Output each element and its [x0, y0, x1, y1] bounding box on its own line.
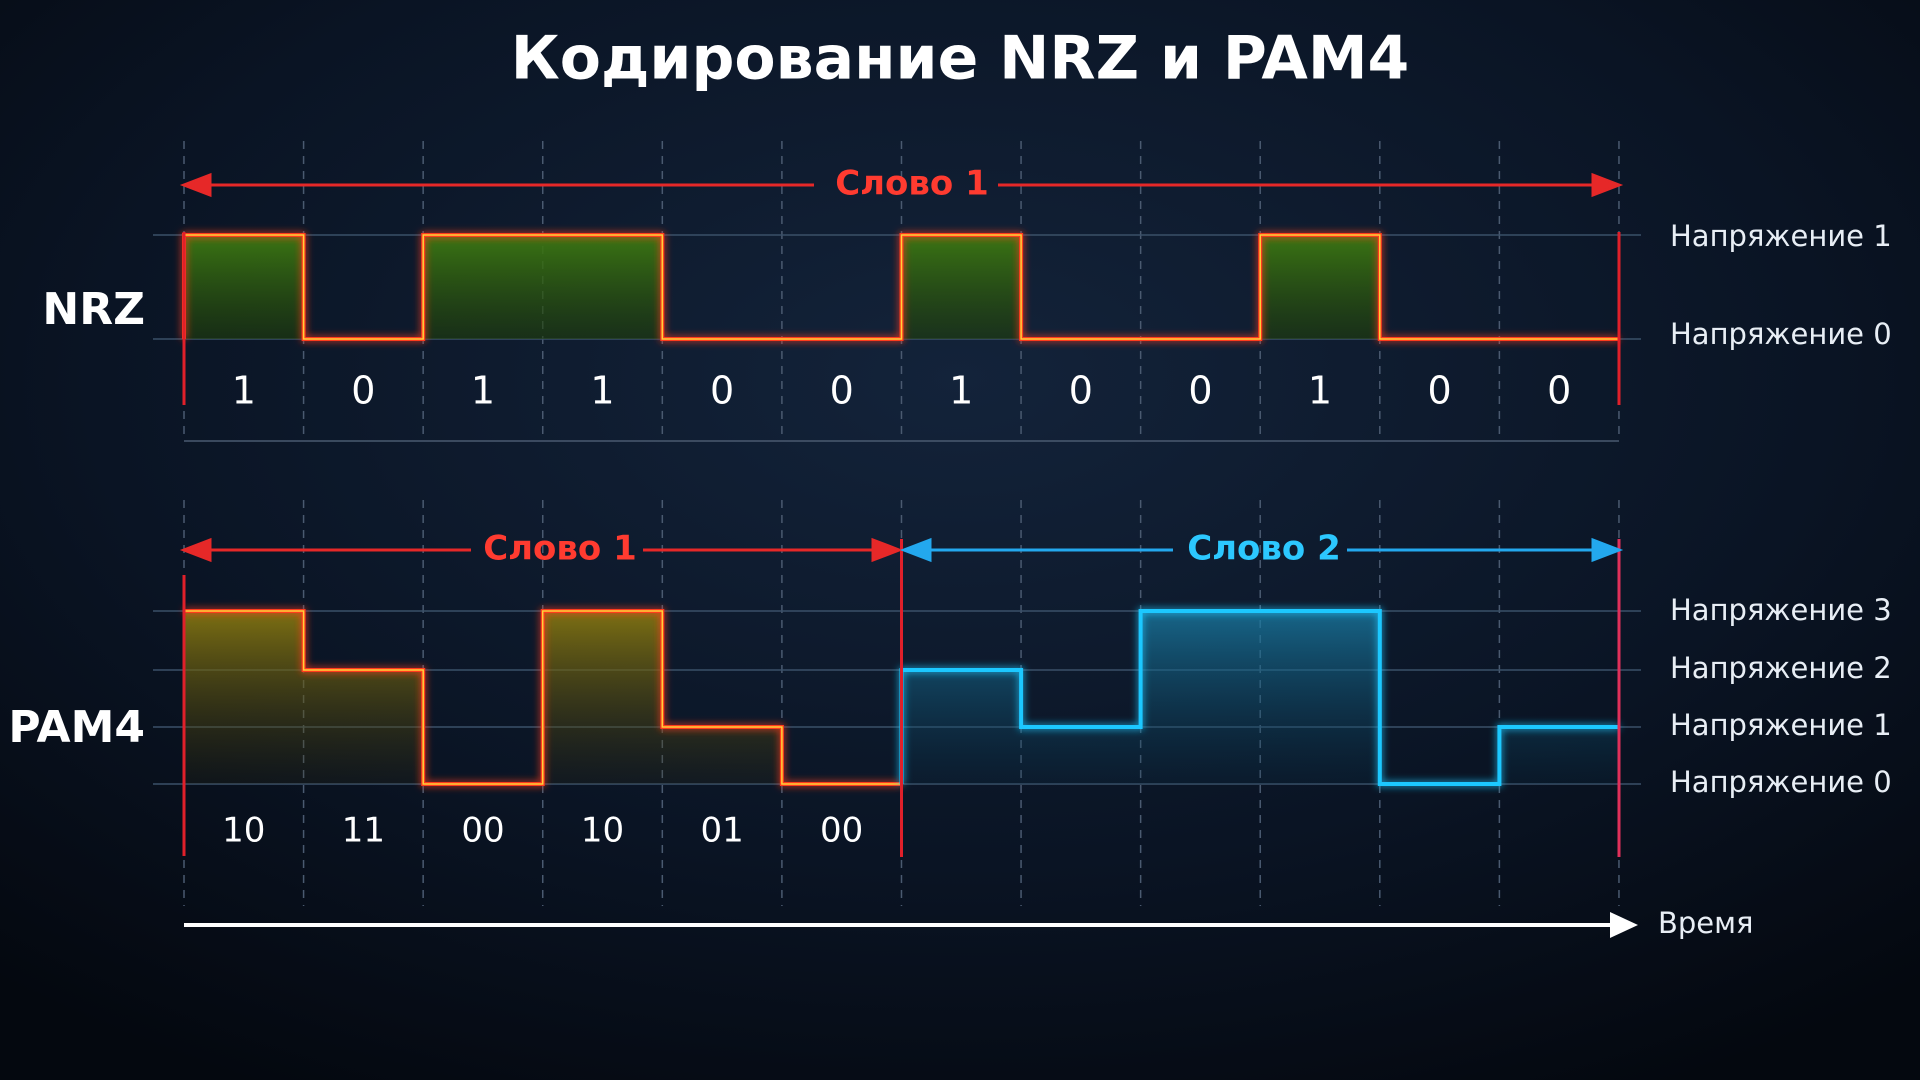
bit-label: 1	[590, 369, 614, 413]
bit-label: 1	[949, 369, 973, 413]
bit-label: 0	[351, 369, 375, 413]
symbol-label: 00	[461, 811, 504, 851]
bit-label: 0	[1547, 369, 1571, 413]
nrz-waveform-core	[183, 234, 1619, 340]
symbols: 10 11 00 10 01 00	[222, 811, 863, 851]
time-axis: Время	[184, 906, 1753, 940]
level-label: Напряжение 1	[1670, 219, 1892, 253]
nrz-section: Слово 1 NRZ Напряжение 1 Напряжение 0 1 0…	[42, 164, 1892, 442]
bit-label: 0	[1188, 369, 1212, 413]
bits: 1 0 1 1 0 0 1 0 0 1 0 0	[232, 369, 1572, 413]
word-arrow	[899, 537, 1624, 563]
pam4-waveform-word1-core	[184, 610, 902, 785]
word2-fill	[901, 611, 1619, 784]
symbol-label: 01	[700, 811, 743, 851]
word-arrow	[179, 537, 904, 563]
bit-label: 0	[1069, 369, 1093, 413]
word-arrow	[179, 172, 1624, 198]
level-label: Напряжение 0	[1670, 317, 1892, 351]
bit-label: 0	[1427, 369, 1451, 413]
bit-label: 1	[471, 369, 495, 413]
time-label: Время	[1658, 906, 1753, 940]
word-label: Слово 2	[1187, 529, 1341, 569]
row-label: NRZ	[42, 284, 145, 335]
symbol-label: 10	[222, 811, 265, 851]
level-label: Напряжение 3	[1670, 593, 1892, 627]
title: Кодирование NRZ и PAM4	[511, 24, 1410, 94]
level-label: Напряжение 0	[1670, 765, 1892, 799]
level-label: Напряжение 2	[1670, 651, 1892, 685]
word-label: Слово 1	[835, 164, 989, 204]
symbol-label: 10	[581, 811, 624, 851]
pam4-section: Слово 1 Слово 2 PAM4 Напряжение 3 Напряж…	[8, 529, 1892, 857]
symbol-label: 00	[820, 811, 863, 851]
level-label: Напряжение 1	[1670, 708, 1892, 742]
pam4-waveform-word2	[899, 609, 1619, 786]
bit-label: 1	[1308, 369, 1332, 413]
symbol-label: 11	[342, 811, 385, 851]
time-arrowhead	[1610, 912, 1638, 938]
bit-label: 0	[710, 369, 734, 413]
bit-label: 1	[232, 369, 256, 413]
row-label: PAM4	[8, 702, 145, 753]
word-label: Слово 1	[483, 529, 637, 569]
high-fill	[184, 235, 1380, 339]
bit-label: 0	[830, 369, 854, 413]
